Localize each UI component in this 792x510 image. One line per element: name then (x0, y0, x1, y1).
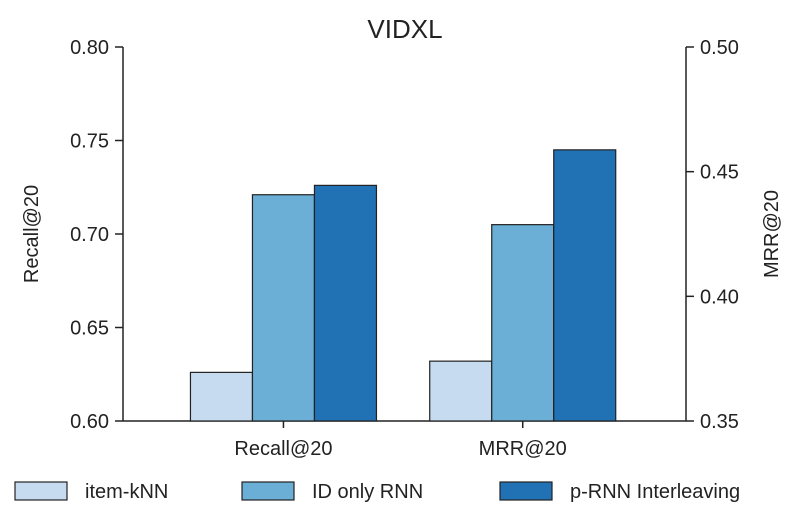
legend-swatch-1 (241, 481, 295, 501)
bar-item-knn-mrr-20 (429, 360, 493, 422)
legend-swatch-2 (499, 481, 553, 501)
bar-item-knn-recall-20 (189, 371, 254, 422)
y-right-tick-label: 0.45 (700, 162, 739, 184)
y-axis-right-label: MRR@20 (761, 190, 783, 278)
plot-area: 0.60 0.65 0.70 0.75 0.80 0.35 0.40 0.45 0.50 Reca… (70, 37, 739, 460)
y-left-tick-label: 0.70 (70, 224, 109, 246)
bar-p-rnn-interleaving-recall-20 (313, 184, 378, 422)
x-tick-label: Recall@20 (234, 438, 332, 460)
y-left-tick-label: 0.65 (70, 318, 109, 340)
y-left-tick-label: 0.80 (70, 37, 109, 59)
bar-id-only-rnn-mrr-20 (491, 224, 555, 422)
legend-swatch-0 (14, 481, 68, 501)
y-left-tick-label: 0.75 (70, 131, 109, 153)
y-right-tick-label: 0.35 (700, 411, 739, 433)
y-axis-left-label: Recall@20 (21, 185, 43, 283)
bar-id-only-rnn-recall-20 (251, 194, 316, 422)
legend-label-1: ID only RNN (312, 481, 423, 503)
y-left-tick-label: 0.60 (70, 411, 109, 433)
y-right-tick-label: 0.40 (700, 286, 739, 308)
legend-label-0: item-kNN (85, 481, 168, 503)
legend-label-2: p-RNN Interleaving (570, 481, 740, 503)
bar-p-rnn-interleaving-mrr-20 (553, 149, 617, 422)
chart-title: VIDXL (367, 14, 442, 44)
legend: item-kNN ID only RNN p-RNN Interleaving (14, 481, 740, 503)
x-tick-label: MRR@20 (479, 438, 567, 460)
y-right-tick-label: 0.50 (700, 37, 739, 59)
